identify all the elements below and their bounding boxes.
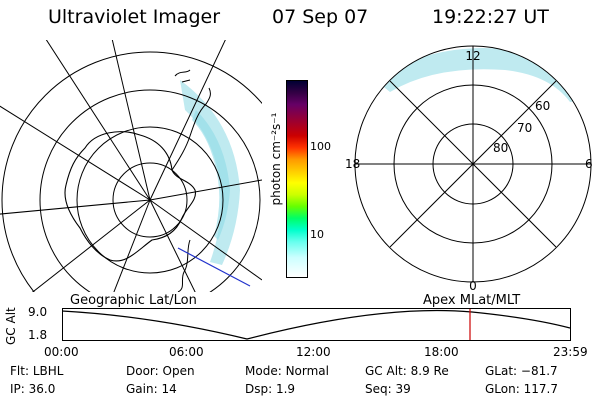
polar-caption: Apex MLat/MLT: [423, 293, 521, 308]
antarctica-coastline: [64, 131, 197, 262]
polar-label-bottom: 0: [469, 279, 477, 292]
geographic-map: [0, 40, 262, 292]
instrument-title: Ultraviolet Imager: [48, 6, 221, 28]
polar-label-right: 6: [585, 157, 593, 171]
observation-time: 19:22:27 UT: [432, 6, 549, 28]
altitude-curve: [62, 309, 571, 340]
xtick-1800: 18:00: [424, 345, 459, 359]
altitude-ylabel: GC Alt: [4, 307, 18, 345]
status-dsp: Dsp: 1.9: [245, 382, 296, 396]
status-gc-alt: GC Alt: 8.9 Re: [365, 364, 449, 378]
status-door: Door: Open: [126, 364, 195, 378]
altitude-ytick-high: 9.0: [28, 305, 48, 319]
xtick-2359: 23:59: [553, 345, 588, 359]
colorbar-unit-label: photon cm⁻²s⁻¹: [269, 112, 283, 206]
observation-date: 07 Sep 07: [272, 6, 369, 28]
intensity-colorbar: [286, 80, 308, 278]
status-gain: Gain: 14: [126, 382, 177, 396]
status-seq: Seq: 39: [365, 382, 411, 396]
status-glat: GLat: −81.7: [485, 364, 558, 378]
xtick-0000: 00:00: [44, 345, 79, 359]
status-glon: GLon: 117.7: [485, 382, 558, 396]
colorbar-tick-100: 100: [310, 140, 331, 153]
polar-map: 12 0 18 6 60 70 80: [345, 45, 593, 292]
polar-ring-label-70: 70: [517, 121, 532, 135]
status-filter: Flt: LBHL: [10, 364, 64, 378]
status-mode: Mode: Normal: [245, 364, 329, 378]
polar-label-top: 12: [465, 49, 480, 63]
altitude-ytick-low: 1.8: [28, 328, 48, 342]
polar-label-left: 18: [345, 157, 360, 171]
xtick-0600: 06:00: [169, 345, 204, 359]
status-ip: IP: 36.0: [10, 382, 56, 396]
polar-ring-label-80: 80: [493, 141, 508, 155]
colorbar-tick-10: 10: [310, 228, 324, 241]
xtick-1200: 12:00: [296, 345, 331, 359]
polar-ring-label-60: 60: [535, 99, 550, 113]
altitude-plot: [62, 308, 571, 341]
geographic-caption: Geographic Lat/Lon: [70, 293, 197, 308]
